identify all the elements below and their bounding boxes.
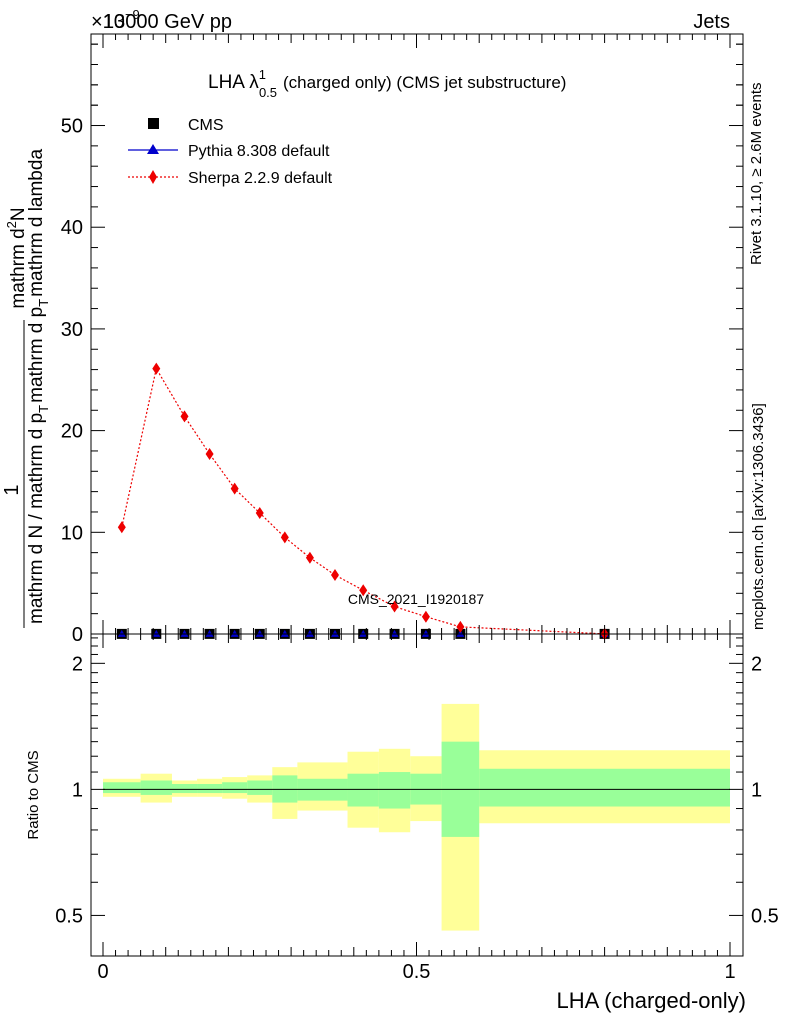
ratio-y-tick-label-right: 1 [751,779,762,801]
ratio-y-ticks: 0.5 0.5 1 1 2 2 [55,637,779,957]
ratio-inner-band [140,780,172,795]
ratio-inner-band [247,780,273,795]
ratio-band-layer [103,703,730,931]
ratio-inner-band [103,782,141,794]
ratio-y-tick-label-right: 0.5 [751,905,779,927]
sherpa-data-point [330,569,339,582]
sherpa-data-point [456,620,465,633]
legend-pythia-marker [147,144,159,154]
legend-cms-marker [148,118,159,129]
sherpa-data-point [305,551,314,564]
main-y-tick-label: 20 [61,421,83,443]
ratio-y-tick-label-left: 2 [72,653,83,675]
pythia-data-point [230,629,239,637]
rivet-version-label: Rivet 3.1.10, ≥ 2.6M events [748,83,765,266]
pythia-data-point [421,629,430,637]
main-panel: 0 10 20 30 40 50 [61,33,744,646]
sherpa-data-point [180,410,189,423]
legend-sherpa-marker [149,170,157,184]
pythia-data-point [180,629,189,637]
multiplier-label: ×10−9 [91,7,140,33]
legend-cms-label: CMS [188,117,224,134]
pythia-data-point [205,629,214,637]
sherpa-data-point [359,584,368,597]
legend: CMS Pythia 8.308 default Sherpa 2.2.9 de… [128,117,333,187]
upper-ylabel-numerator: mathrm d2N [4,207,29,308]
pythia-data-point [152,629,161,637]
sherpa-data-point [280,531,289,544]
pythia-data-point [305,629,314,637]
plot-title: LHA λ1 0.5(charged only) (CMS jet substru… [208,67,566,100]
ratio-inner-band [171,783,198,794]
ratio-inner-band [479,768,730,807]
ratio-inner-band [197,783,223,794]
main-y-tick-label: 10 [61,522,83,544]
legend-sherpa-label: Sherpa 2.2.9 default [188,170,333,187]
pythia-data-point [456,629,465,637]
mcplots-label: mcplots.cern.ch [arXiv:1306.3436] [750,403,767,630]
pythia-data-point [390,629,399,637]
main-y-tick-label: 0 [72,624,83,646]
main-y-ticks: 0 10 20 30 40 50 [61,43,743,646]
upper-ylabel-denominator: mathrm d N / mathrm d pTmathrm d pTmathr… [26,149,51,624]
ratio-y-tick-label-left: 0.5 [55,905,83,927]
main-y-tick-label: 40 [61,217,83,239]
ratio-y-tick-label-right: 2 [751,653,762,675]
energy-label: 13000 GeV pp [103,11,232,33]
sherpa-data-point [255,506,264,519]
process-label: Jets [693,11,730,33]
x-tick-label: 1 [724,961,735,983]
x-axis-ticks: 0 0.5 1 [97,34,736,983]
main-y-tick-label: 50 [61,116,83,138]
sherpa-data-point [152,362,161,375]
pythia-data-point [117,629,126,637]
x-tick-label: 0.5 [403,961,431,983]
upper-y-axis-label: 1 mathrm d N / mathrm d pTmathrm d pTmat… [1,149,51,628]
pythia-data-point [280,629,289,637]
main-y-tick-label: 30 [61,319,83,341]
sherpa-data-point [421,610,430,623]
sherpa-data-point [205,448,214,460]
pythia-data-point [330,629,339,637]
ratio-inner-band [347,773,379,807]
pythia-data-point [255,629,264,637]
x-tick-label: 0 [97,961,108,983]
ratio-inner-band [222,782,248,794]
ratio-inner-band [378,772,411,809]
sherpa-series-line [121,366,605,635]
upper-ylabel-one: 1 [1,484,23,495]
analysis-watermark: CMS_2021_I1920187 [348,591,484,607]
ratio-y-axis-label: Ratio to CMS [25,750,42,839]
x-axis-label: LHA (charged-only) [556,988,746,1013]
pythia-data-point [359,629,368,637]
sherpa-data-point [117,521,126,534]
sherpa-data-point [230,482,239,495]
legend-pythia-label: Pythia 8.308 default [188,143,330,160]
sherpa-data-point [390,600,399,613]
ratio-panel: 0.5 0.5 1 1 2 2 [55,633,779,957]
ratio-y-tick-label-left: 1 [72,779,83,801]
